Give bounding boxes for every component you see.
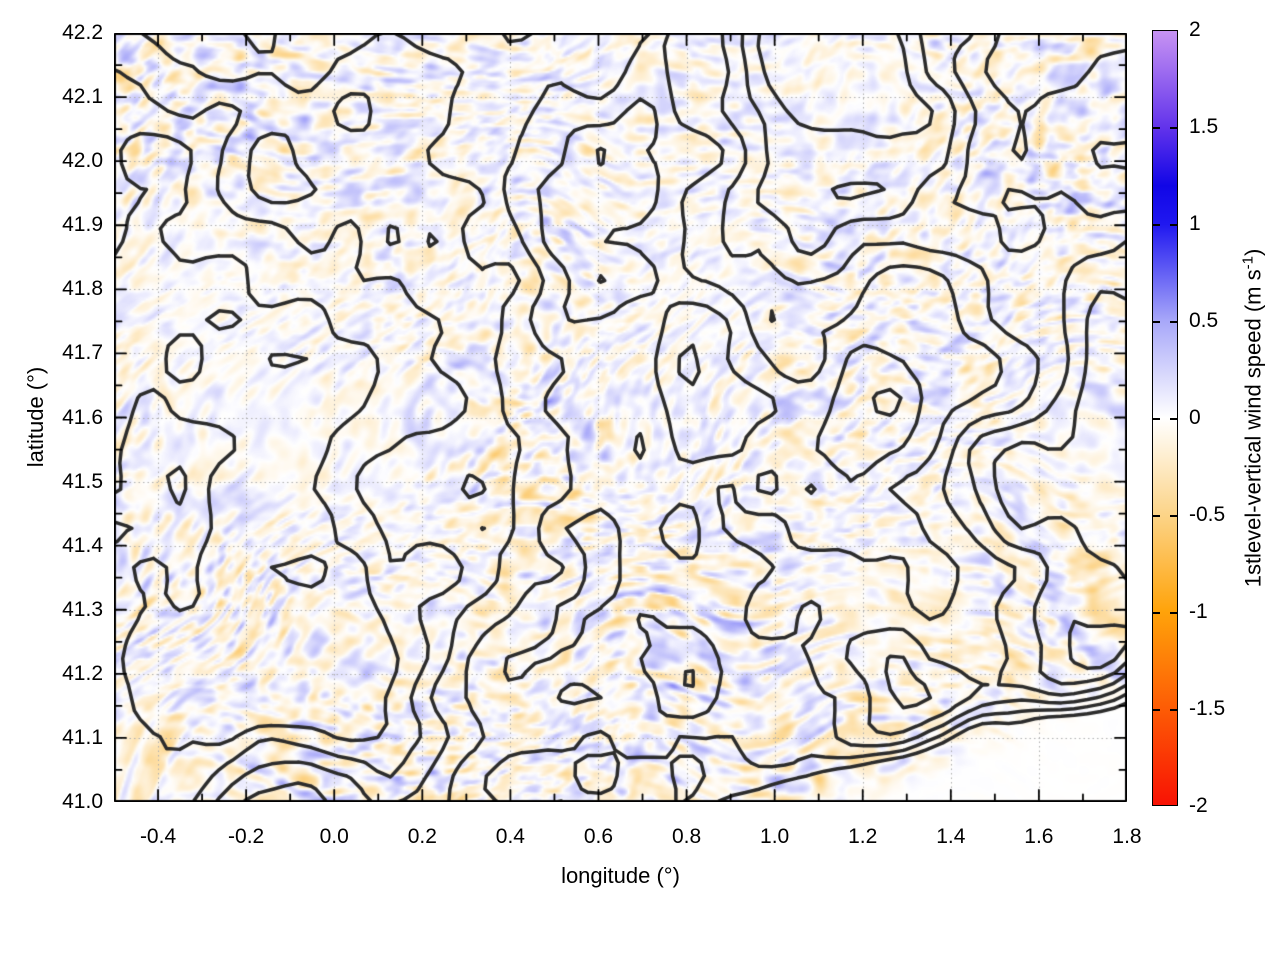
- y-tick-label: 41.5: [62, 469, 103, 493]
- colorbar-tick-mark: [1170, 224, 1177, 226]
- x-tick-label: 1.4: [936, 825, 966, 848]
- colorbar-tick-mark: [1170, 515, 1177, 517]
- y-tick-label: 41.4: [62, 533, 103, 557]
- x-tick-label: 0.4: [495, 825, 525, 848]
- colorbar-tick-mark: [1153, 612, 1160, 614]
- colorbar-tick-label: 0.5: [1189, 309, 1219, 332]
- colorbar-title: 1stlevel-vertical wind speed (m s-1): [1239, 249, 1266, 588]
- colorbar-tick-label: 0: [1189, 406, 1201, 429]
- x-tick-label: 0.2: [407, 825, 437, 848]
- x-tick-label: 1.8: [1112, 825, 1142, 848]
- x-tick-label: 1.2: [848, 825, 878, 848]
- y-axis-title: latitude (°): [23, 366, 48, 468]
- colorbar-tick-label: -1: [1189, 600, 1208, 623]
- y-tick-label: 41.6: [62, 405, 103, 429]
- y-tick-label: 41.1: [62, 725, 103, 749]
- x-tick-label: 1.6: [1024, 825, 1054, 848]
- colorbar-tick-mark: [1153, 321, 1160, 323]
- colorbar-tick-mark: [1170, 709, 1177, 711]
- colorbar-tick-mark: [1170, 612, 1177, 614]
- colorbar-tick-mark: [1153, 515, 1160, 517]
- colorbar-tick-mark: [1153, 418, 1160, 420]
- x-axis-title: longitude (°): [561, 863, 680, 888]
- colorbar-title-text: 1stlevel-vertical wind speed (m s: [1240, 269, 1266, 588]
- colorbar-tick-label: -0.5: [1189, 503, 1226, 526]
- y-tick-label: 42.2: [62, 21, 103, 44]
- colorbar-tick-mark: [1170, 127, 1177, 129]
- colorbar-tick-label: 2: [1189, 18, 1201, 41]
- colorbar-tick-mark: [1153, 224, 1160, 226]
- x-tick-label: 0.6: [583, 825, 614, 848]
- x-tick-label: 1.0: [760, 825, 790, 848]
- x-tick-label: -0.4: [139, 825, 177, 848]
- y-tick-label: 41.3: [62, 597, 103, 621]
- colorbar-title-close: ): [1240, 248, 1266, 257]
- colorbar-title-superscript: -1: [1239, 256, 1257, 270]
- colorbar-tick-mark: [1170, 321, 1177, 323]
- colorbar-tick-mark: [1153, 127, 1160, 129]
- colorbar-tick-label: -1.5: [1189, 697, 1226, 720]
- colorbar: [1152, 30, 1178, 806]
- x-tick-label: -0.2: [228, 825, 265, 848]
- x-tick-label: 0.8: [671, 825, 702, 848]
- y-tick-label: 41.2: [62, 661, 103, 685]
- colorbar-tick-mark: [1153, 709, 1160, 711]
- colorbar-tick-mark: [1170, 418, 1177, 420]
- y-tick-label: 41.0: [62, 790, 103, 813]
- wind-speed-map-canvas: [114, 33, 1127, 802]
- y-tick-label: 42.1: [62, 85, 103, 109]
- y-tick-label: 41.7: [62, 341, 103, 365]
- colorbar-tick-label: 1: [1189, 212, 1201, 235]
- colorbar-tick-label: -2: [1189, 794, 1208, 817]
- y-tick-label: 41.9: [62, 213, 103, 237]
- y-tick-label: 41.8: [62, 277, 103, 301]
- x-tick-label: 0.0: [319, 825, 349, 848]
- y-tick-label: 42.0: [62, 149, 103, 173]
- colorbar-tick-label: 1.5: [1189, 115, 1219, 138]
